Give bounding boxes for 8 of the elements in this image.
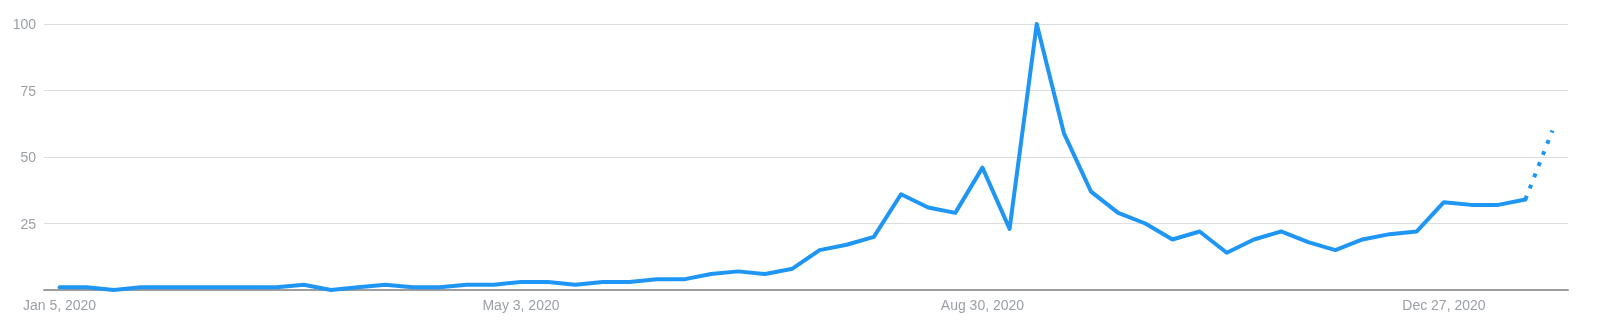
y-tick-label: 75 (20, 82, 37, 99)
y-tick-label: 100 (12, 16, 37, 32)
x-tick-label: May 3, 2020 (482, 297, 560, 313)
y-tick-label: 50 (20, 149, 37, 165)
y-tick-label: 25 (20, 215, 37, 232)
x-tick-label: Jan 5, 2020 (22, 297, 97, 313)
x-tick-label: Aug 30, 2020 (940, 297, 1025, 313)
x-tick-label: Dec 27, 2020 (1402, 297, 1486, 313)
